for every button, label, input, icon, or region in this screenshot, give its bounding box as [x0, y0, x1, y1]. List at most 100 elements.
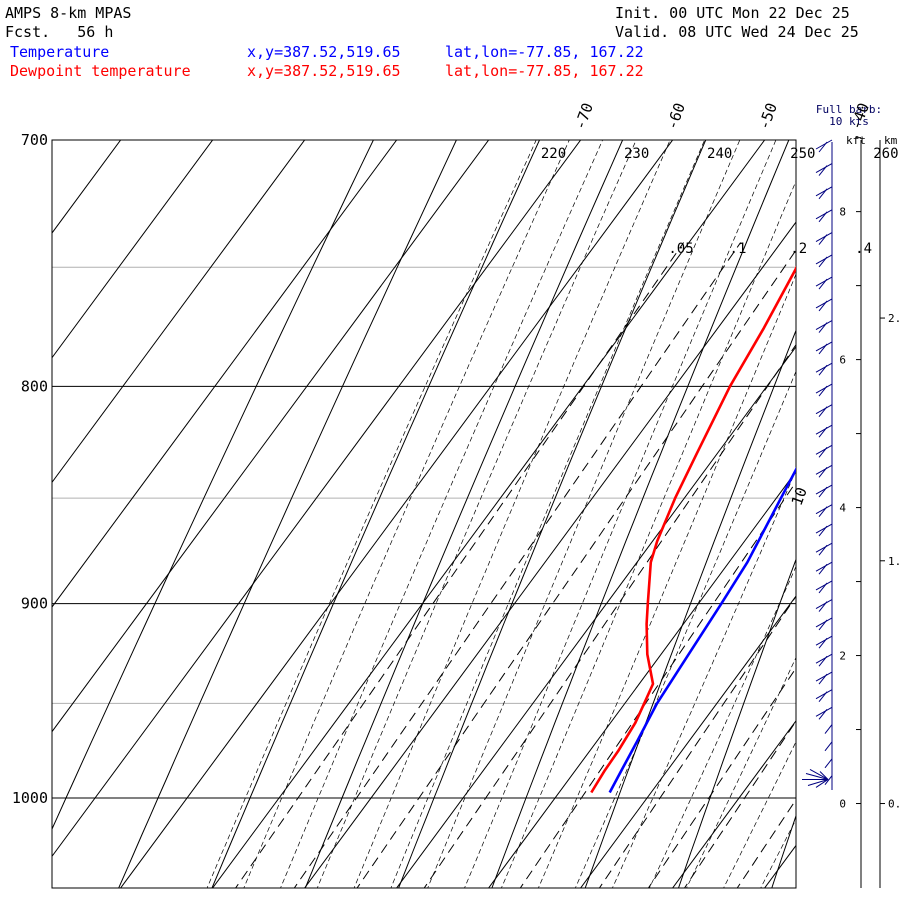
isotherm--40: [303, 221, 796, 888]
wind-barb-42: [815, 580, 833, 591]
kft-label-8: 8: [839, 206, 846, 219]
axis-labels: 7008009001000-70-60-50-40-30-20-10010220…: [12, 100, 899, 807]
height-axis: kft km 0 2 4 6 8 0. 1. 2.: [839, 134, 900, 888]
dry-adiabat-240: [398, 140, 707, 888]
wind-barb-44: [815, 599, 833, 609]
dry-adiabat-200: [52, 140, 374, 831]
km-label-1: 1.: [888, 555, 900, 568]
theta-label-220: 220: [541, 146, 566, 162]
wind-barb-feather-51: [818, 655, 828, 667]
wind-barb-26: [815, 424, 833, 435]
wind-barb-feather-39: [818, 544, 828, 556]
isotherm-label--50: -50: [755, 100, 781, 132]
moist-adiabat--26: [427, 140, 741, 888]
temperature-legend-label: Temperature: [10, 43, 110, 61]
wind-barb-sfc-4: [815, 779, 829, 788]
moist-adiabat--18: [501, 180, 796, 888]
wind-barb-sfc-1: [805, 772, 829, 780]
dry-adiabat-210: [118, 140, 457, 888]
dry-adiabats: [52, 140, 796, 888]
wind-barb-2: [815, 163, 833, 174]
mixing-ratio-line-3: [423, 343, 796, 888]
dry-adiabat-270: [677, 558, 796, 888]
mixing-ratio-line-0: [234, 242, 685, 888]
wind-barb-feather-7: [818, 211, 828, 223]
wind-barb-48: [815, 635, 833, 646]
temperature-xy: x,y=387.52,519.65: [247, 43, 401, 61]
wind-barb-feather-13: [818, 278, 828, 290]
wind-barb-feather-47: [818, 619, 828, 631]
wind-barb-34: [815, 504, 833, 515]
barb-key-line2: 10 kts: [829, 115, 869, 128]
isotherm--110: [52, 140, 214, 359]
mixing-ratio-line-7: [683, 720, 796, 888]
mixing-ratio-label-0: .05: [668, 241, 693, 257]
isobar-label-800: 800: [21, 377, 48, 395]
wind-barb-40: [815, 561, 833, 572]
model-title: AMPS 8-km MPAS: [5, 4, 132, 22]
isotherm--20: [487, 470, 796, 888]
wind-barb-feather-5: [818, 188, 828, 200]
wind-barb-feather-19: [818, 343, 828, 355]
wind-barb-61: [824, 775, 833, 786]
dewpoint-legend-label: Dewpoint temperature: [10, 62, 191, 80]
isotherm--120: [52, 140, 122, 234]
wind-barb-4: [815, 186, 833, 197]
dry-adiabat-230: [304, 140, 624, 888]
wind-barb-6: [815, 209, 833, 220]
km-axis-title: km: [884, 134, 898, 147]
wind-barb-feather-37: [818, 525, 828, 537]
wind-barb-54: [815, 689, 833, 700]
wind-barb-feather-55: [818, 691, 828, 703]
km-label-0: 0.: [888, 798, 900, 811]
temperature-trace: [608, 466, 796, 794]
isotherm-label--40: -40: [847, 100, 873, 132]
wind-barb-feather-57: [818, 708, 828, 720]
wind-barb-36: [815, 523, 833, 534]
moist-adiabat--2: [649, 565, 796, 888]
dewpoint-xy: x,y=387.52,519.65: [247, 62, 401, 80]
mixing-ratio-line-2: [356, 249, 796, 888]
wind-barb-feather-15: [818, 300, 828, 312]
wind-barb-38: [815, 542, 833, 553]
wind-barb-8: [815, 232, 833, 242]
wind-barb-58: [824, 724, 833, 734]
kft-label-4: 4: [839, 502, 846, 515]
dry-adiabat-250: [491, 140, 790, 888]
wind-barb-feather-9: [818, 234, 828, 245]
moist-adiabat--38: [316, 140, 637, 888]
dewpoint-trace: [590, 265, 796, 794]
wind-barb-feather-25: [818, 406, 828, 418]
isobar-label-700: 700: [21, 131, 48, 149]
theta-label-260: 260: [873, 146, 898, 162]
isotherms: [0, 32, 796, 900]
theta-label-240: 240: [707, 146, 732, 162]
moist-adiabat--50: [206, 140, 537, 888]
moist-adiabat--42: [280, 140, 603, 888]
isotherm--60: [119, 140, 674, 888]
wind-barb-0: [815, 139, 833, 150]
isotherm-label-10: 10: [788, 485, 811, 508]
wind-barb-sfc-2: [809, 769, 829, 780]
kft-label-2: 2: [839, 650, 846, 663]
wind-barb-59: [824, 741, 833, 752]
wind-barb-12: [815, 276, 833, 287]
mixing-ratio-lines: [234, 242, 796, 888]
mixing-ratio-label-2: .2: [790, 241, 807, 257]
moist-adiabats: [206, 140, 796, 888]
wind-barb-feather-27: [818, 426, 828, 438]
temperature-latlon: lat,lon=-77.85, 167.22: [445, 43, 644, 61]
wind-barb-24: [815, 404, 833, 415]
wind-barb-22: [815, 383, 833, 394]
wind-barb-16: [815, 320, 833, 331]
wind-barbs: [802, 139, 833, 790]
moist-adiabat--14: [538, 273, 796, 888]
minor-isobars: [52, 266, 796, 704]
wind-barb-52: [815, 671, 833, 682]
mixing-ratio-line-8: [736, 798, 796, 888]
isotherm--70: [52, 140, 582, 858]
wind-barb-feather-21: [818, 364, 828, 376]
wind-barb-feather-31: [818, 467, 828, 478]
isotherm--130: [0, 32, 109, 900]
